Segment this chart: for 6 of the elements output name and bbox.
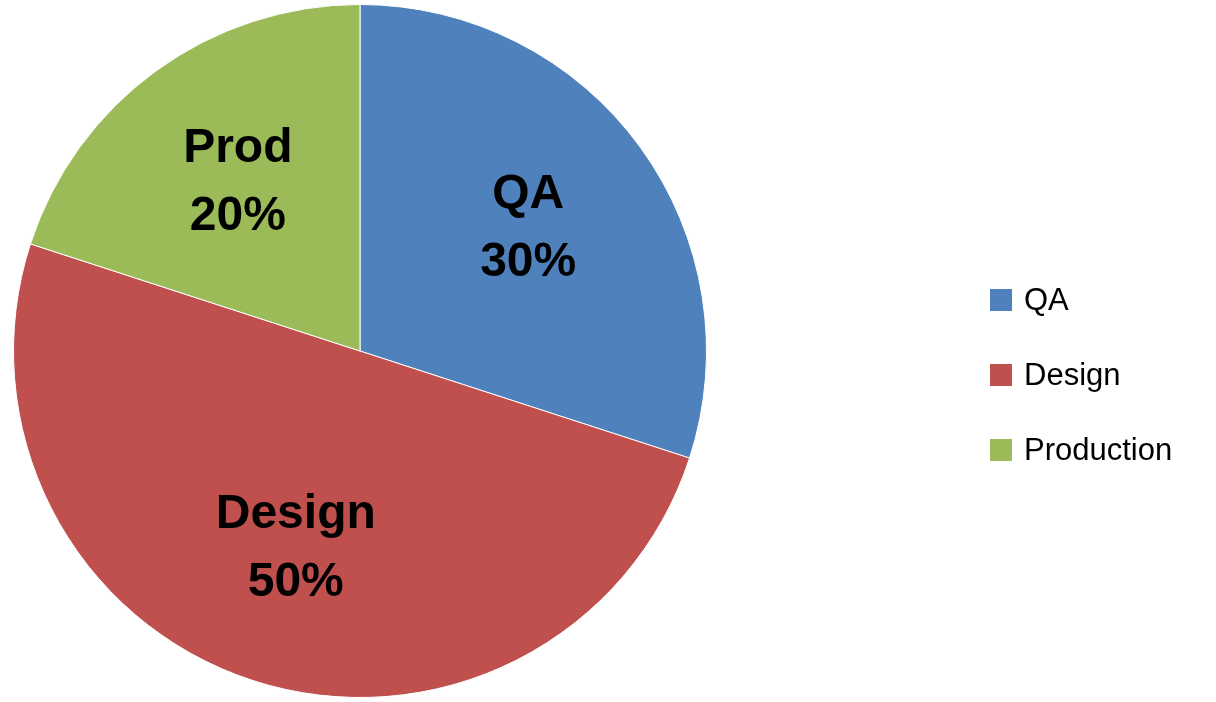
data-label: QA 30%	[480, 165, 577, 287]
legend-label: Design	[1024, 356, 1121, 393]
legend-label: Production	[1024, 431, 1173, 468]
data-label: Prod 20%	[183, 119, 293, 241]
legend-label: QA	[1024, 281, 1069, 318]
data-label: Design 50%	[215, 484, 376, 606]
